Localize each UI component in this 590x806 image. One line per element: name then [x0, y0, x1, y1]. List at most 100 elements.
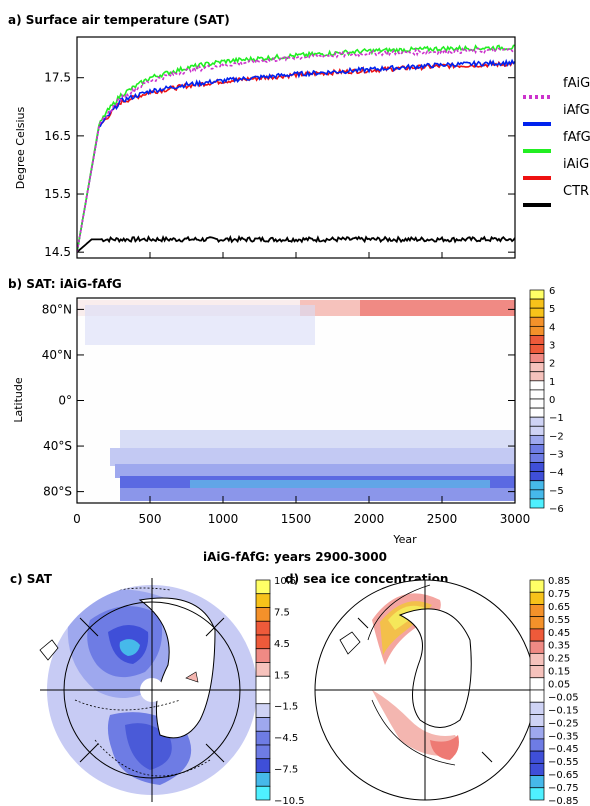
- legend-label-fafg: fAfG: [563, 130, 590, 145]
- colorbar-box: [529, 762, 545, 776]
- legend-label-faig: fAiG: [563, 76, 590, 91]
- colorbar-box: [529, 652, 545, 666]
- colorbar-box: [529, 471, 545, 482]
- colorbar-box: [255, 620, 271, 636]
- panel-b-colorbar: 6 5 4 3 2 1 0 −1 −2 −3 −4 −5 −6: [529, 286, 564, 515]
- colorbar-label: −0.45: [548, 744, 579, 755]
- colorbar-label: 1.5: [274, 670, 290, 681]
- colorbar-label: −1: [549, 413, 564, 424]
- panel-b-xtick-label: 2000: [354, 512, 385, 526]
- colorbar-label: −0.85: [548, 796, 579, 806]
- panel-a-title: a) Surface air temperature (SAT): [8, 13, 230, 27]
- colorbar-box: [529, 425, 545, 436]
- colorbar-label: 0.45: [548, 628, 570, 639]
- colorbar-label: 5: [549, 304, 555, 315]
- colorbar-box: [529, 462, 545, 473]
- colorbar-label: −0.35: [548, 731, 579, 742]
- colorbar-label: 3: [549, 341, 555, 352]
- colorbar-label: 10.5: [274, 576, 296, 587]
- colorbar-box: [529, 701, 545, 715]
- panel-a-series: [77, 44, 515, 253]
- panel-b-title: b) SAT: iAiG-fAfG: [8, 277, 122, 291]
- series-line-ctrl: [77, 234, 515, 253]
- colorbar-label: −0.05: [548, 692, 579, 703]
- colorbar-box: [529, 677, 545, 691]
- panel-b-yticks: 80°S 40°S 0° 40°N 80°N: [42, 302, 515, 499]
- panel-b-ylabel: Latitude: [12, 377, 25, 423]
- series-line-fafg: [77, 44, 515, 253]
- colorbar-label: 0.05: [548, 680, 570, 691]
- colorbar-box: [255, 579, 271, 595]
- colorbar-box: [255, 607, 271, 622]
- colorbar-box: [529, 398, 545, 409]
- panel-b-xtick-label: 1000: [208, 512, 239, 526]
- panel-b-ytick-label: 80°N: [42, 302, 72, 316]
- colorbar-box: [529, 750, 545, 764]
- colorbar-label: −2: [549, 431, 564, 442]
- colorbar-box: [529, 775, 545, 789]
- series-line-iaig: [77, 60, 515, 253]
- colorbar-box: [529, 325, 545, 336]
- colorbar-box: [529, 640, 545, 654]
- panel-a-ytick-label: 17.5: [44, 71, 71, 85]
- panel-b-xtick-label: 500: [139, 512, 162, 526]
- colorbar-box: [529, 453, 545, 463]
- colorbar-label: 4: [549, 322, 555, 333]
- panel-d-map: [314, 579, 536, 801]
- panel-b-ytick-label: 80°S: [43, 485, 72, 499]
- panel-a-yticks: 14.5 15.5 16.5 17.5: [44, 71, 516, 259]
- colorbar-box: [255, 634, 271, 650]
- colorbar-box: [255, 758, 271, 773]
- colorbar-label: −7.5: [274, 765, 298, 776]
- colorbar-box: [255, 785, 271, 801]
- colorbar-box: [255, 689, 271, 705]
- legend-label-iaig: iAiG: [563, 157, 589, 172]
- colorbar-box: [529, 726, 545, 740]
- colorbar-label: −0.25: [548, 718, 579, 729]
- colorbar-box: [529, 628, 545, 642]
- colorbar-label: 0: [549, 395, 555, 406]
- colorbar-box: [529, 579, 545, 593]
- panel-b-ytick-label: 40°N: [42, 348, 72, 362]
- panel-b-xtick-label: 0: [73, 512, 81, 526]
- colorbar-box: [529, 689, 545, 703]
- colorbar-box: [529, 444, 545, 454]
- panel-c-title: c) SAT: [10, 572, 53, 586]
- colorbar-box: [529, 353, 545, 364]
- colorbar-box: [529, 380, 545, 391]
- colorbar-box: [529, 591, 545, 605]
- panel-c-map: [39, 578, 264, 802]
- colorbar-box: [529, 344, 545, 354]
- colorbar-label: −0.75: [548, 783, 579, 794]
- panel-b-ytick-label: 0°: [58, 394, 72, 408]
- panel-a-ytick-label: 14.5: [44, 245, 71, 259]
- legend-label-iafg: iAfG: [563, 103, 590, 118]
- colorbar-label: 0.85: [548, 576, 570, 587]
- colorbar-box: [529, 289, 545, 300]
- colorbar-box: [529, 434, 545, 445]
- colorbar-label: 0.15: [548, 667, 570, 678]
- panel-c-colorbar: 10.5 7.5 4.5 1.5 −1.5 −4.5 −7.5 −10.5: [255, 576, 305, 806]
- colorbar-box: [529, 362, 545, 373]
- panel-a-legend: fAiG iAfG fAfG iAiG CTRL: [523, 76, 590, 207]
- colorbar-label: −0.55: [548, 757, 579, 768]
- panel-b-xtick-label: 1500: [281, 512, 312, 526]
- colorbar-box: [529, 480, 545, 491]
- colorbar-label: −0.15: [548, 705, 579, 716]
- legend-label-ctrl: CTRL: [563, 184, 590, 199]
- panel-b-xticks: 0 500 1000 1500 2000 2500 3000: [73, 496, 530, 526]
- colorbar-box: [529, 604, 545, 618]
- panel-b-heatmap: [77, 298, 515, 503]
- colorbar-box: [529, 298, 545, 309]
- colorbar-box: [529, 665, 545, 679]
- colorbar-label: −5: [549, 486, 564, 497]
- colorbar-label: 7.5: [274, 607, 290, 618]
- colorbar-label: 0.25: [548, 654, 570, 665]
- colorbar-box: [529, 316, 545, 327]
- maps-supertitle: iAiG-fAfG: years 2900-3000: [203, 550, 387, 564]
- colorbar-label: 2: [549, 359, 555, 370]
- colorbar-box: [255, 772, 271, 787]
- colorbar-box: [529, 307, 545, 318]
- colorbar-label: −0.65: [548, 770, 579, 781]
- panel-b-ytick-label: 40°S: [43, 439, 72, 453]
